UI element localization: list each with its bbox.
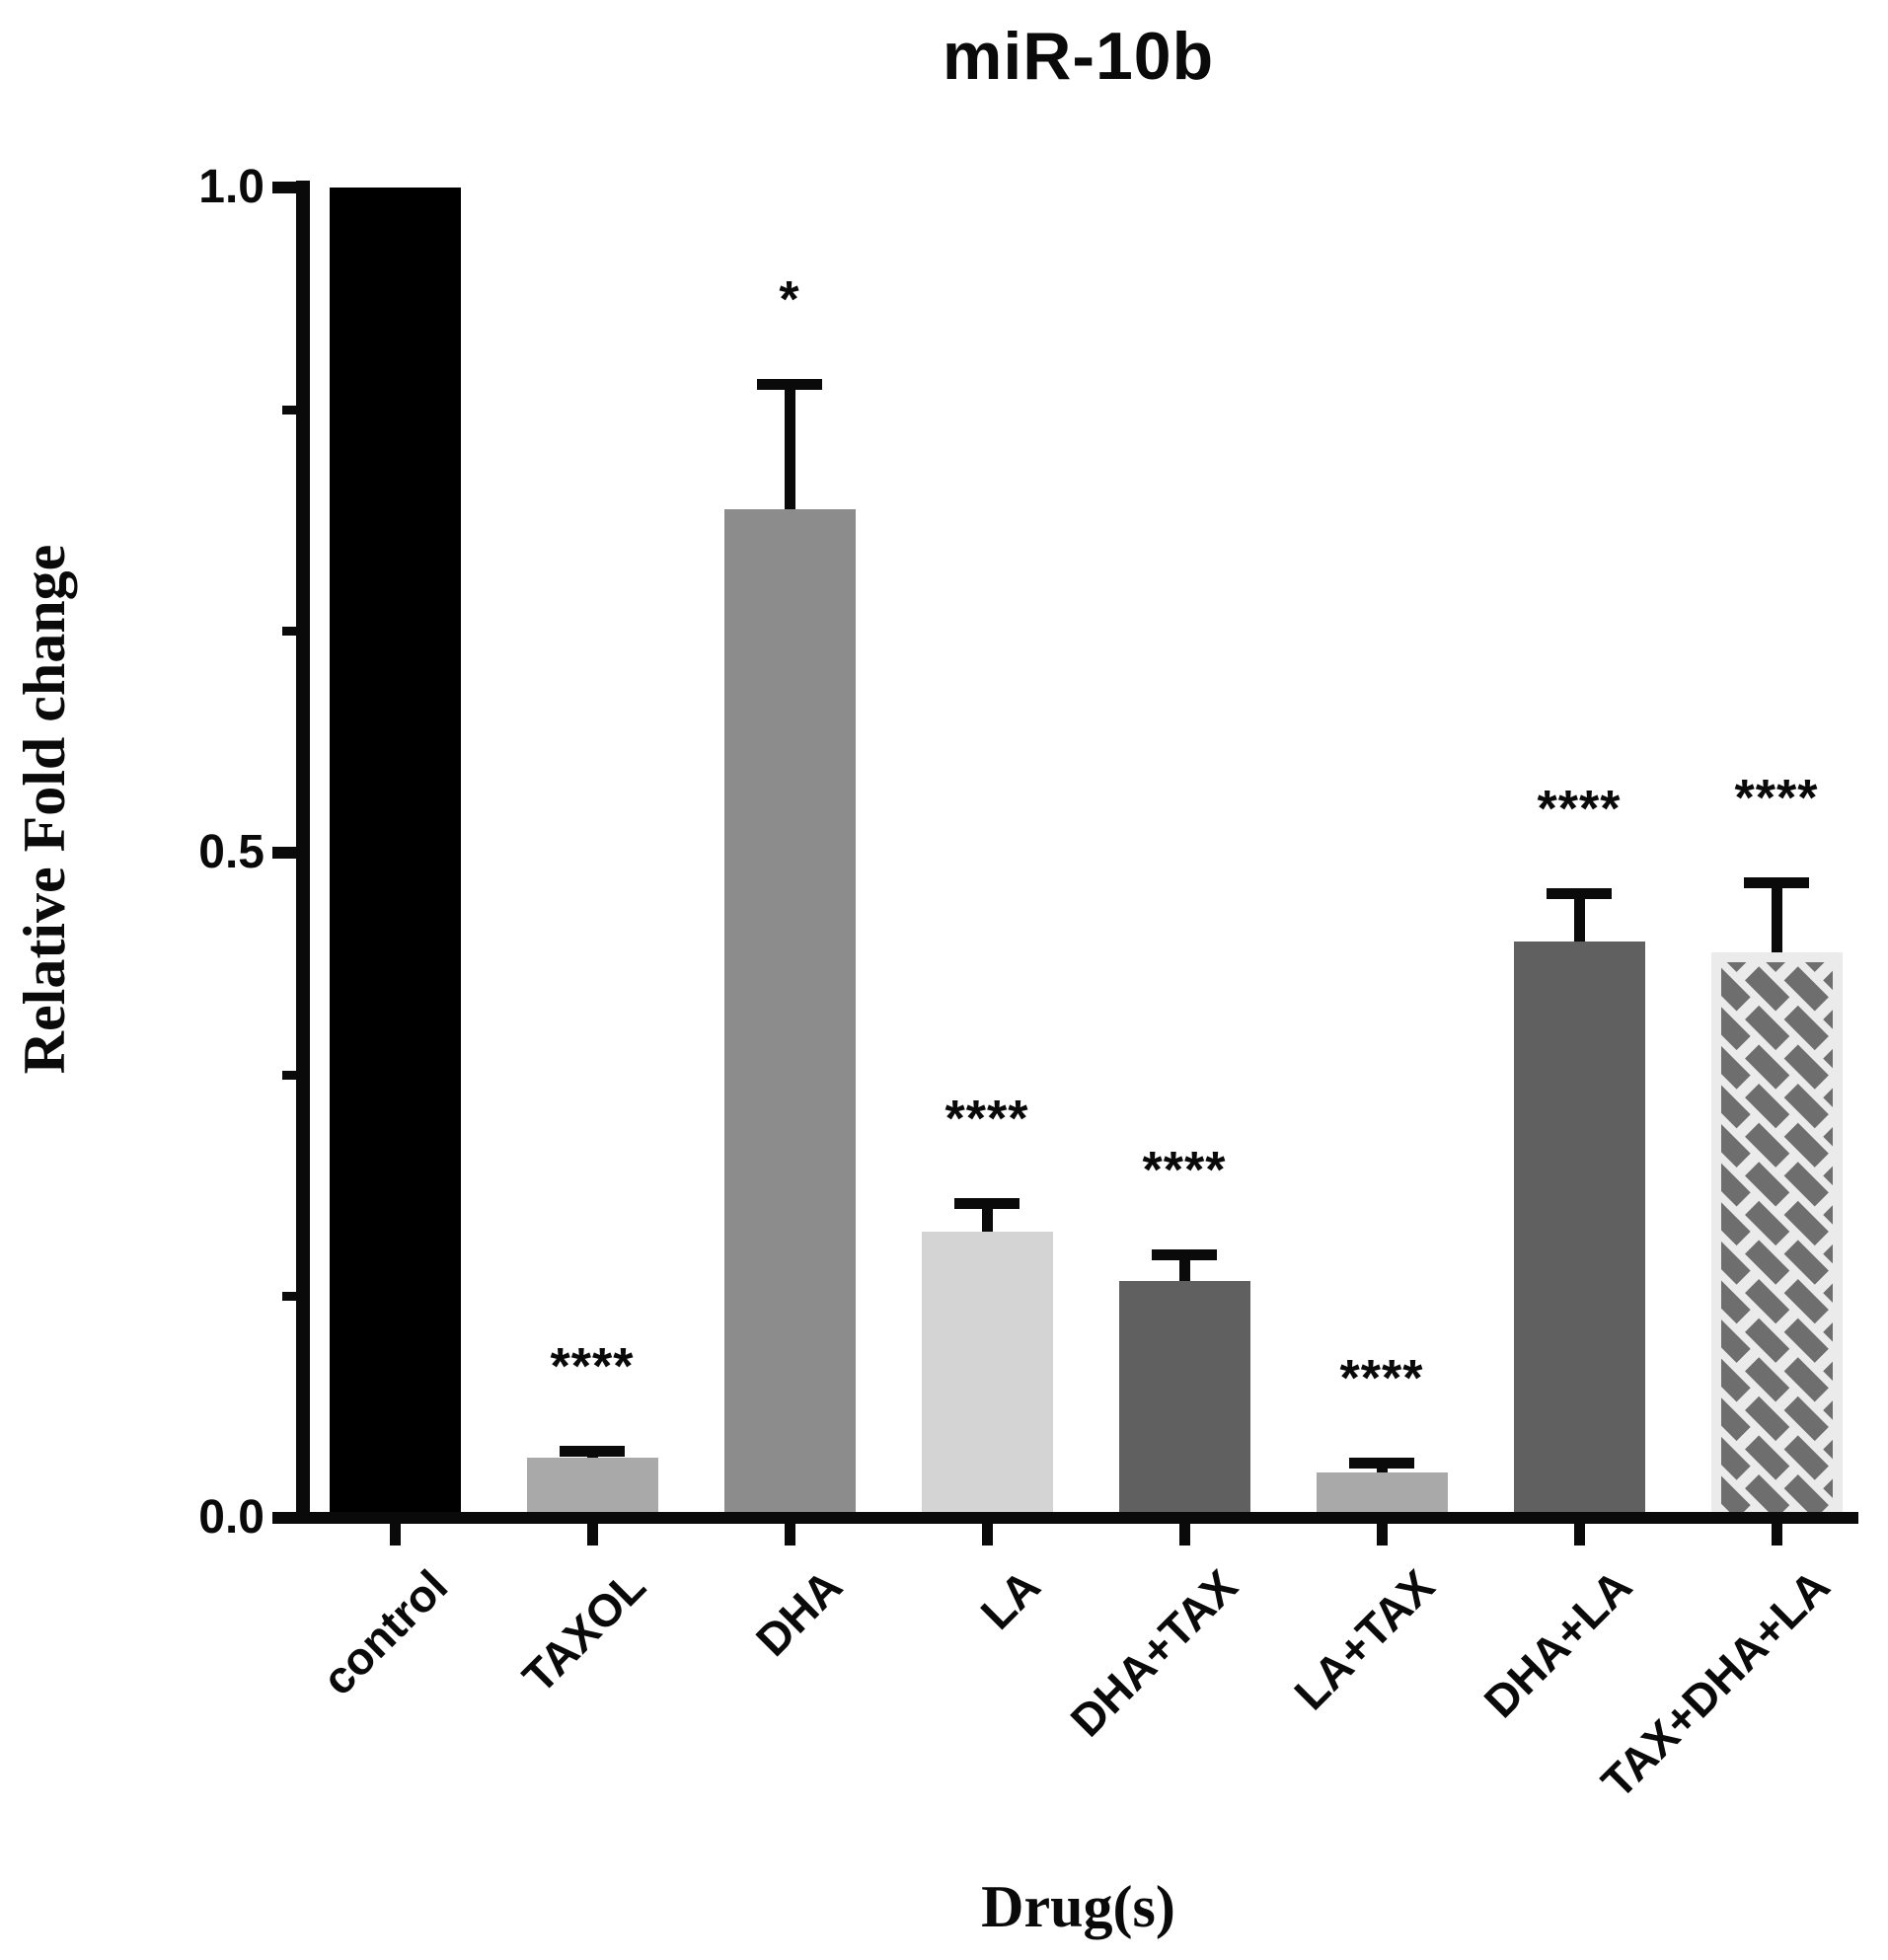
error-bar-cap-tax-dha-la — [1744, 877, 1809, 888]
significance-dha-la: **** — [1537, 781, 1622, 838]
y-minor-tick — [282, 406, 296, 415]
bar-dha-tax — [1118, 1281, 1250, 1512]
error-bar-cap-dha-la — [1547, 888, 1612, 899]
category-label-taxol: TAXOL — [511, 1559, 655, 1703]
bar-taxol — [526, 1458, 658, 1512]
error-bar-line-dha — [785, 385, 795, 509]
error-bar-line-dha-tax — [1179, 1255, 1190, 1281]
error-bar-cap-dha — [757, 379, 822, 390]
x-tick-control — [390, 1524, 401, 1545]
y-tick-label-0.5: 0.5 — [198, 826, 264, 878]
category-label-la: LA — [970, 1559, 1050, 1639]
y-minor-tick — [282, 1292, 296, 1301]
error-bar-line-la — [982, 1204, 993, 1232]
category-label-dha-la: DHA+LA — [1473, 1559, 1642, 1728]
bar-la — [921, 1232, 1053, 1512]
y-minor-tick — [282, 1071, 296, 1080]
bar-la-tax — [1316, 1472, 1448, 1512]
x-axis-title: Drug(s) — [981, 1874, 1175, 1939]
bar-control — [329, 188, 461, 1512]
error-bar-cap-la — [954, 1198, 1020, 1209]
significance-la-tax: **** — [1339, 1350, 1424, 1407]
category-label-dha: DHA — [746, 1559, 853, 1666]
x-tick-la-tax — [1377, 1524, 1388, 1545]
bar-dha — [723, 509, 856, 1512]
bar-dha-la — [1513, 942, 1645, 1512]
x-tick-dha — [785, 1524, 795, 1545]
significance-dha-tax: **** — [1142, 1142, 1227, 1199]
bar-hatch-pattern — [1720, 962, 1833, 1512]
x-tick-tax-dha-la — [1772, 1524, 1782, 1545]
significance-dha: * — [779, 271, 800, 329]
significance-taxol: **** — [550, 1338, 635, 1395]
y-tick-label-0.0: 0.0 — [198, 1491, 264, 1544]
x-tick-dha-tax — [1179, 1524, 1190, 1545]
error-bar-line-dha-la — [1574, 894, 1585, 942]
y-minor-tick — [282, 627, 296, 636]
significance-la: **** — [944, 1091, 1029, 1148]
x-axis-line — [296, 1512, 1858, 1524]
error-bar-cap-taxol — [560, 1446, 625, 1457]
y-major-tick-1.0 — [272, 182, 296, 193]
x-tick-dha-la — [1574, 1524, 1585, 1545]
category-label-dha-tax: DHA+TAX — [1060, 1559, 1247, 1747]
error-bar-cap-dha-tax — [1152, 1249, 1217, 1260]
category-label-control: control — [312, 1559, 458, 1705]
bar-tax-dha-la — [1710, 952, 1843, 1512]
error-bar-line-tax-dha-la — [1772, 883, 1782, 952]
x-tick-la — [982, 1524, 993, 1545]
chart-title: miR-10b — [942, 19, 1215, 94]
y-major-tick-0.5 — [272, 847, 296, 859]
error-bar-cap-la-tax — [1349, 1458, 1414, 1469]
y-axis-line — [296, 181, 310, 1524]
category-label-la-tax: LA+TAX — [1284, 1559, 1445, 1720]
y-tick-label-1.0: 1.0 — [198, 161, 264, 213]
y-major-tick-0.0 — [272, 1512, 296, 1524]
significance-tax-dha-la: **** — [1734, 770, 1819, 827]
x-tick-taxol — [587, 1524, 598, 1545]
